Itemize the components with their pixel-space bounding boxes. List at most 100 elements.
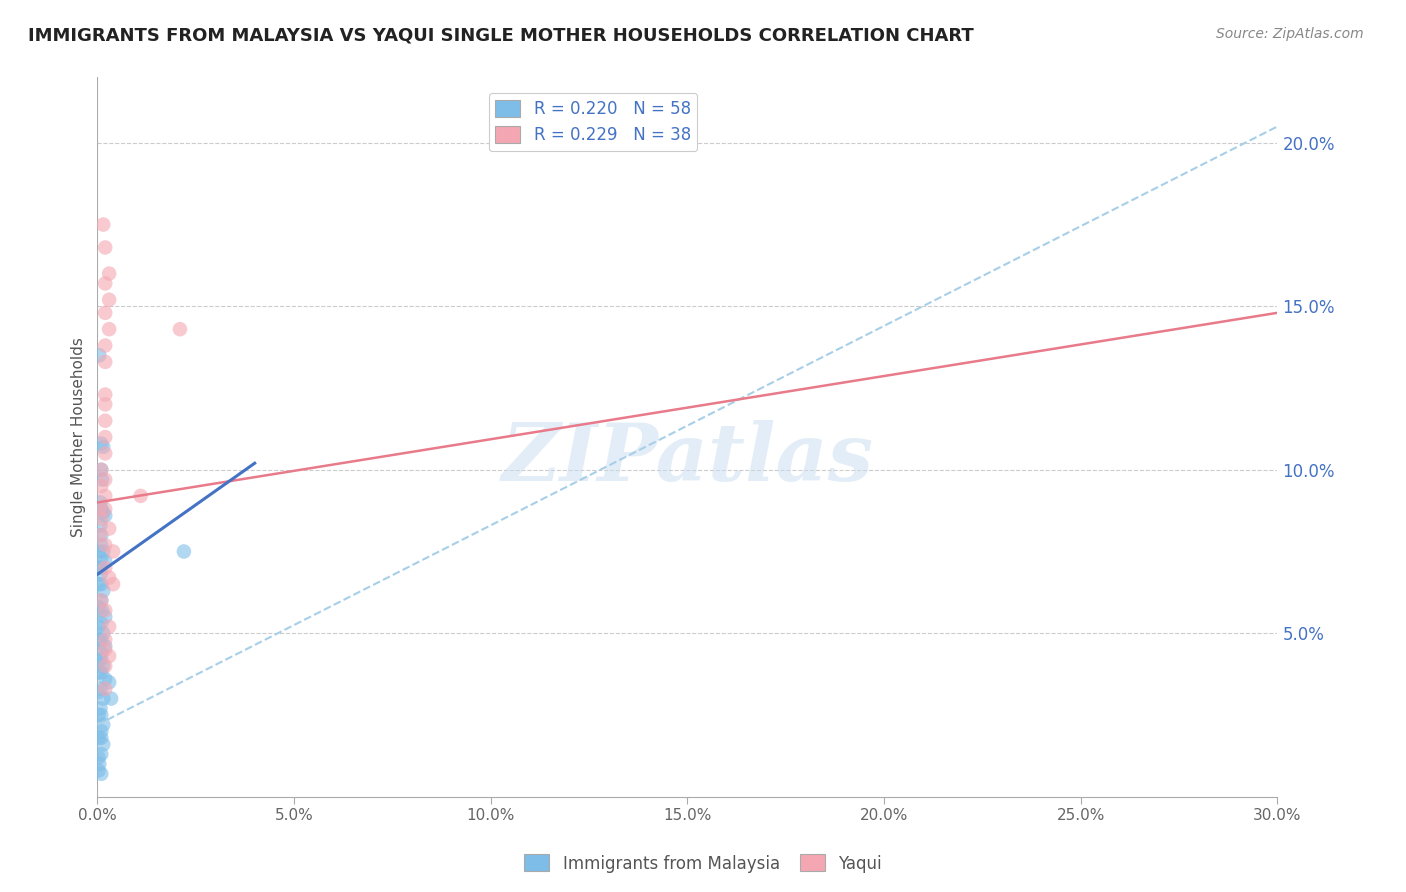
Point (169, 322, 191, 336)
Point (90, 561, 112, 575)
Point (98, 649, 121, 664)
Point (90, 436, 112, 450)
Point (90, 463, 112, 477)
Point (94, 681, 117, 696)
Point (129, 489, 152, 503)
Point (98, 571, 121, 585)
Point (98, 322, 121, 336)
Point (87, 577, 110, 591)
Point (90, 538, 112, 552)
Point (89, 518, 111, 533)
Point (94, 355, 117, 369)
Point (101, 544, 124, 558)
Point (90, 731, 112, 745)
Legend: R = 0.220   N = 58, R = 0.229   N = 38: R = 0.220 N = 58, R = 0.229 N = 38 (488, 93, 697, 151)
Point (100, 691, 122, 706)
Point (89, 495, 111, 509)
Point (91, 583, 114, 598)
Point (91, 659, 114, 673)
Point (94, 603, 117, 617)
Point (98, 522, 121, 536)
Point (94, 561, 117, 575)
Point (90, 577, 112, 591)
Point (94, 414, 117, 428)
Point (90, 616, 112, 631)
Point (94, 554, 117, 568)
Point (90, 724, 112, 739)
Point (94, 387, 117, 401)
Text: ZIPatlas: ZIPatlas (502, 420, 873, 498)
Point (90, 646, 112, 660)
Point (94, 446, 117, 460)
Point (94, 430, 117, 444)
Point (91, 718, 114, 732)
Point (91, 440, 114, 454)
Point (90, 463, 112, 477)
Point (87, 685, 110, 699)
Text: Source: ZipAtlas.com: Source: ZipAtlas.com (1216, 27, 1364, 41)
Point (90, 593, 112, 607)
Point (91, 473, 114, 487)
Point (87, 561, 110, 575)
Point (98, 675, 121, 690)
Point (89, 701, 111, 715)
Point (91, 218, 114, 232)
Point (90, 681, 112, 696)
Point (94, 538, 117, 552)
Point (87, 544, 110, 558)
Point (89, 756, 111, 771)
Text: IMMIGRANTS FROM MALAYSIA VS YAQUI SINGLE MOTHER HOUSEHOLDS CORRELATION CHART: IMMIGRANTS FROM MALAYSIA VS YAQUI SINGLE… (28, 27, 974, 45)
Point (91, 737, 114, 751)
Point (89, 348, 111, 362)
Point (90, 502, 112, 516)
Point (87, 652, 110, 666)
Point (90, 593, 112, 607)
Point (87, 600, 110, 615)
Point (91, 691, 114, 706)
Point (91, 544, 114, 558)
Point (87, 731, 110, 745)
Point (94, 277, 117, 291)
Point (98, 293, 121, 307)
Point (90, 652, 112, 666)
Point (89, 528, 111, 542)
Point (90, 512, 112, 526)
Point (90, 747, 112, 761)
Point (91, 626, 114, 640)
Point (94, 489, 117, 503)
Point (94, 338, 117, 352)
Point (87, 632, 110, 647)
Point (94, 306, 117, 320)
Point (90, 632, 112, 647)
Point (90, 551, 112, 566)
Point (91, 603, 114, 617)
Point (89, 567, 111, 582)
Point (94, 502, 117, 516)
Point (87, 764, 110, 778)
Point (94, 473, 117, 487)
Point (87, 665, 110, 680)
Point (94, 610, 117, 624)
Point (89, 502, 111, 516)
Point (91, 505, 114, 519)
Point (90, 479, 112, 493)
Point (90, 528, 112, 542)
Point (87, 708, 110, 723)
Point (94, 240, 117, 254)
Point (90, 708, 112, 723)
Point (94, 397, 117, 411)
Point (87, 620, 110, 634)
Point (94, 659, 117, 673)
Point (94, 640, 117, 654)
Point (101, 577, 124, 591)
Point (98, 620, 121, 634)
Point (90, 665, 112, 680)
Point (90, 766, 112, 780)
Point (87, 750, 110, 764)
Point (173, 544, 195, 558)
Point (98, 267, 121, 281)
Point (94, 642, 117, 657)
Point (94, 632, 117, 647)
Point (94, 508, 117, 523)
Point (94, 672, 117, 686)
